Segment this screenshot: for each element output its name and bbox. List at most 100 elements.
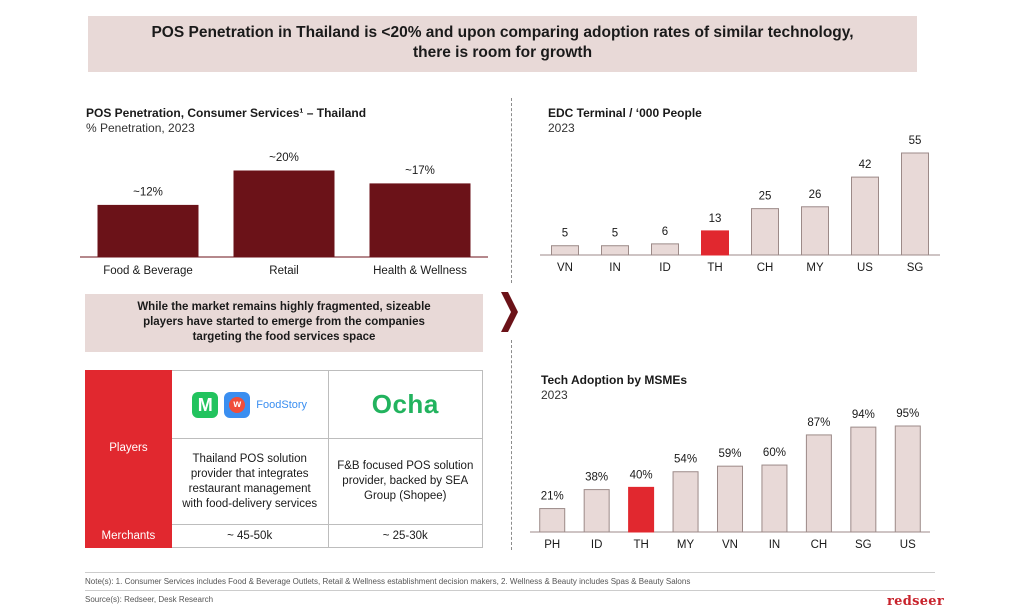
penetration-chart-subtitle: % Penetration, 2023 xyxy=(86,121,195,135)
merchants-label: Merchants xyxy=(85,524,172,548)
data-label-vn: 59% xyxy=(718,448,741,460)
bar-my xyxy=(801,206,829,256)
data-label-retail: ~20% xyxy=(269,152,299,164)
edc-bar-chart: 5 VN 5 IN 6 ID 13 TH 25 CH 26 MY 42 US 55 SG xyxy=(540,135,940,274)
tick-label-ch: CH xyxy=(757,262,774,274)
data-label-in: 5 xyxy=(612,228,618,240)
msme-chart-subtitle: 2023 xyxy=(541,388,568,402)
bar-sg xyxy=(850,426,877,533)
ocha-merchants: ~ 25-30k xyxy=(327,524,484,548)
bar-in xyxy=(761,464,788,533)
ocha-logo-cell: Ocha xyxy=(327,370,484,439)
data-label-th: 40% xyxy=(630,469,653,481)
foodstory-icon: w xyxy=(224,391,251,418)
tick-label-ch: CH xyxy=(811,539,828,550)
data-label-us: 42 xyxy=(859,159,872,171)
edc-chart-subtitle: 2023 xyxy=(548,121,575,135)
foodstory-desc-line3: restaurant management xyxy=(188,482,311,495)
tick-label-th: TH xyxy=(633,539,648,550)
foodstory-desc-line1: Thailand POS solution xyxy=(192,452,307,465)
tick-label-health-wellness: Health & Wellness xyxy=(373,265,467,277)
foodstory-logo-cell: M w FoodStory xyxy=(170,370,329,439)
data-label-my: 26 xyxy=(809,189,822,201)
data-label-id: 38% xyxy=(585,472,608,484)
bar-us xyxy=(894,425,921,533)
foodstory-description: Thailand POS solution provider that inte… xyxy=(170,438,329,525)
callout-line1: While the market remains highly fragment… xyxy=(137,301,431,313)
data-label-in: 60% xyxy=(763,447,786,459)
tick-label-vn: VN xyxy=(557,262,573,274)
tick-label-my: MY xyxy=(806,262,824,274)
bar-th xyxy=(628,486,655,533)
page-title-banner: POS Penetration in Thailand is <20% and … xyxy=(88,16,917,72)
footer-divider-2 xyxy=(85,590,935,591)
msme-bar-chart: 21% PH 38% ID 40% TH 54% MY 59% VN 60% IN 87% CH 94% SG… xyxy=(530,408,930,550)
tick-label-id: ID xyxy=(659,262,671,274)
data-label-vn: 5 xyxy=(562,228,568,240)
ocha-description: F&B focused POS solution provider, backe… xyxy=(327,438,484,525)
bar-sg xyxy=(901,152,929,256)
chevron-right-icon xyxy=(501,292,518,332)
bar-th xyxy=(701,230,729,256)
penetration-chart-title: POS Penetration, Consumer Services¹ – Th… xyxy=(86,106,367,120)
players-label: Players xyxy=(85,370,172,525)
ocha-desc-line3: Group (Shopee) xyxy=(364,490,447,502)
bar-us xyxy=(851,176,879,256)
bar-in xyxy=(601,245,629,256)
bar-food-beverage xyxy=(97,204,199,258)
bar-my xyxy=(672,471,699,533)
callout-line2: players have started to emerge from the … xyxy=(143,316,425,328)
source-note: Source(s): Redseer, Desk Research xyxy=(85,595,214,604)
foodstory-logo-text: FoodStory xyxy=(256,398,308,411)
tick-label-my: MY xyxy=(677,539,695,550)
bar-ch xyxy=(805,434,832,533)
bar-ch xyxy=(751,208,779,256)
tick-label-in: IN xyxy=(609,262,621,274)
bar-vn xyxy=(717,465,743,533)
data-label-sg: 55 xyxy=(909,135,922,147)
bar-vn xyxy=(551,245,579,256)
data-label-sg: 94% xyxy=(852,409,875,421)
penetration-bar-chart: ~12% Food & Beverage ~20% Retail ~17% Health … xyxy=(80,152,488,277)
divider-upper xyxy=(511,98,512,283)
data-label-ch: 25 xyxy=(759,191,772,203)
foodstory-merchants: ~ 45-50k xyxy=(170,524,329,548)
ocha-desc-line1: F&B focused POS solution xyxy=(337,460,474,472)
tick-label-id: ID xyxy=(591,539,603,550)
tick-label-th: TH xyxy=(707,262,722,274)
msme-chart-title: Tech Adoption by MSMEs xyxy=(541,373,687,387)
data-label-th: 13 xyxy=(709,213,722,225)
tick-label-ph: PH xyxy=(544,539,560,550)
bar-id xyxy=(651,243,679,256)
tick-label-in: IN xyxy=(769,539,781,550)
edc-chart-title: EDC Terminal / ‘000 People xyxy=(548,106,702,120)
data-label-ch: 87% xyxy=(807,417,830,429)
tick-label-us: US xyxy=(857,262,873,274)
data-label-health-wellness: ~17% xyxy=(405,165,435,177)
tick-label-sg: SG xyxy=(855,539,872,550)
brand-logo: redseer xyxy=(887,594,945,609)
data-label-id: 6 xyxy=(662,226,668,238)
data-label-my: 54% xyxy=(674,454,697,466)
data-label-food-beverage: ~12% xyxy=(133,186,163,198)
tick-label-food-beverage: Food & Beverage xyxy=(103,265,193,277)
bar-id xyxy=(583,489,610,533)
callout-line3: targeting the food services space xyxy=(192,331,376,343)
players-table: Players M w FoodStory Ocha Thailand POS … xyxy=(85,370,484,548)
tick-label-vn: VN xyxy=(722,539,738,550)
divider-lower xyxy=(511,340,512,550)
bar-retail xyxy=(233,170,335,258)
bar-health-wellness xyxy=(369,183,471,258)
ocha-logo-text: Ocha xyxy=(371,389,439,419)
tick-label-sg: SG xyxy=(907,262,924,274)
market-callout: While the market remains highly fragment… xyxy=(85,294,483,352)
ocha-desc-line2: provider, backed by SEA xyxy=(342,475,469,487)
foodstory-desc-line2: provider that integrates xyxy=(190,467,309,480)
page-title-line2: there is room for growth xyxy=(412,44,593,61)
footnote: Note(s): 1. Consumer Services includes F… xyxy=(85,577,691,586)
data-label-us: 95% xyxy=(896,408,919,420)
footer-divider xyxy=(85,572,935,573)
tick-label-us: US xyxy=(900,539,916,550)
foodstory-desc-line4: with food-delivery services xyxy=(182,497,318,510)
data-label-ph: 21% xyxy=(541,491,564,503)
